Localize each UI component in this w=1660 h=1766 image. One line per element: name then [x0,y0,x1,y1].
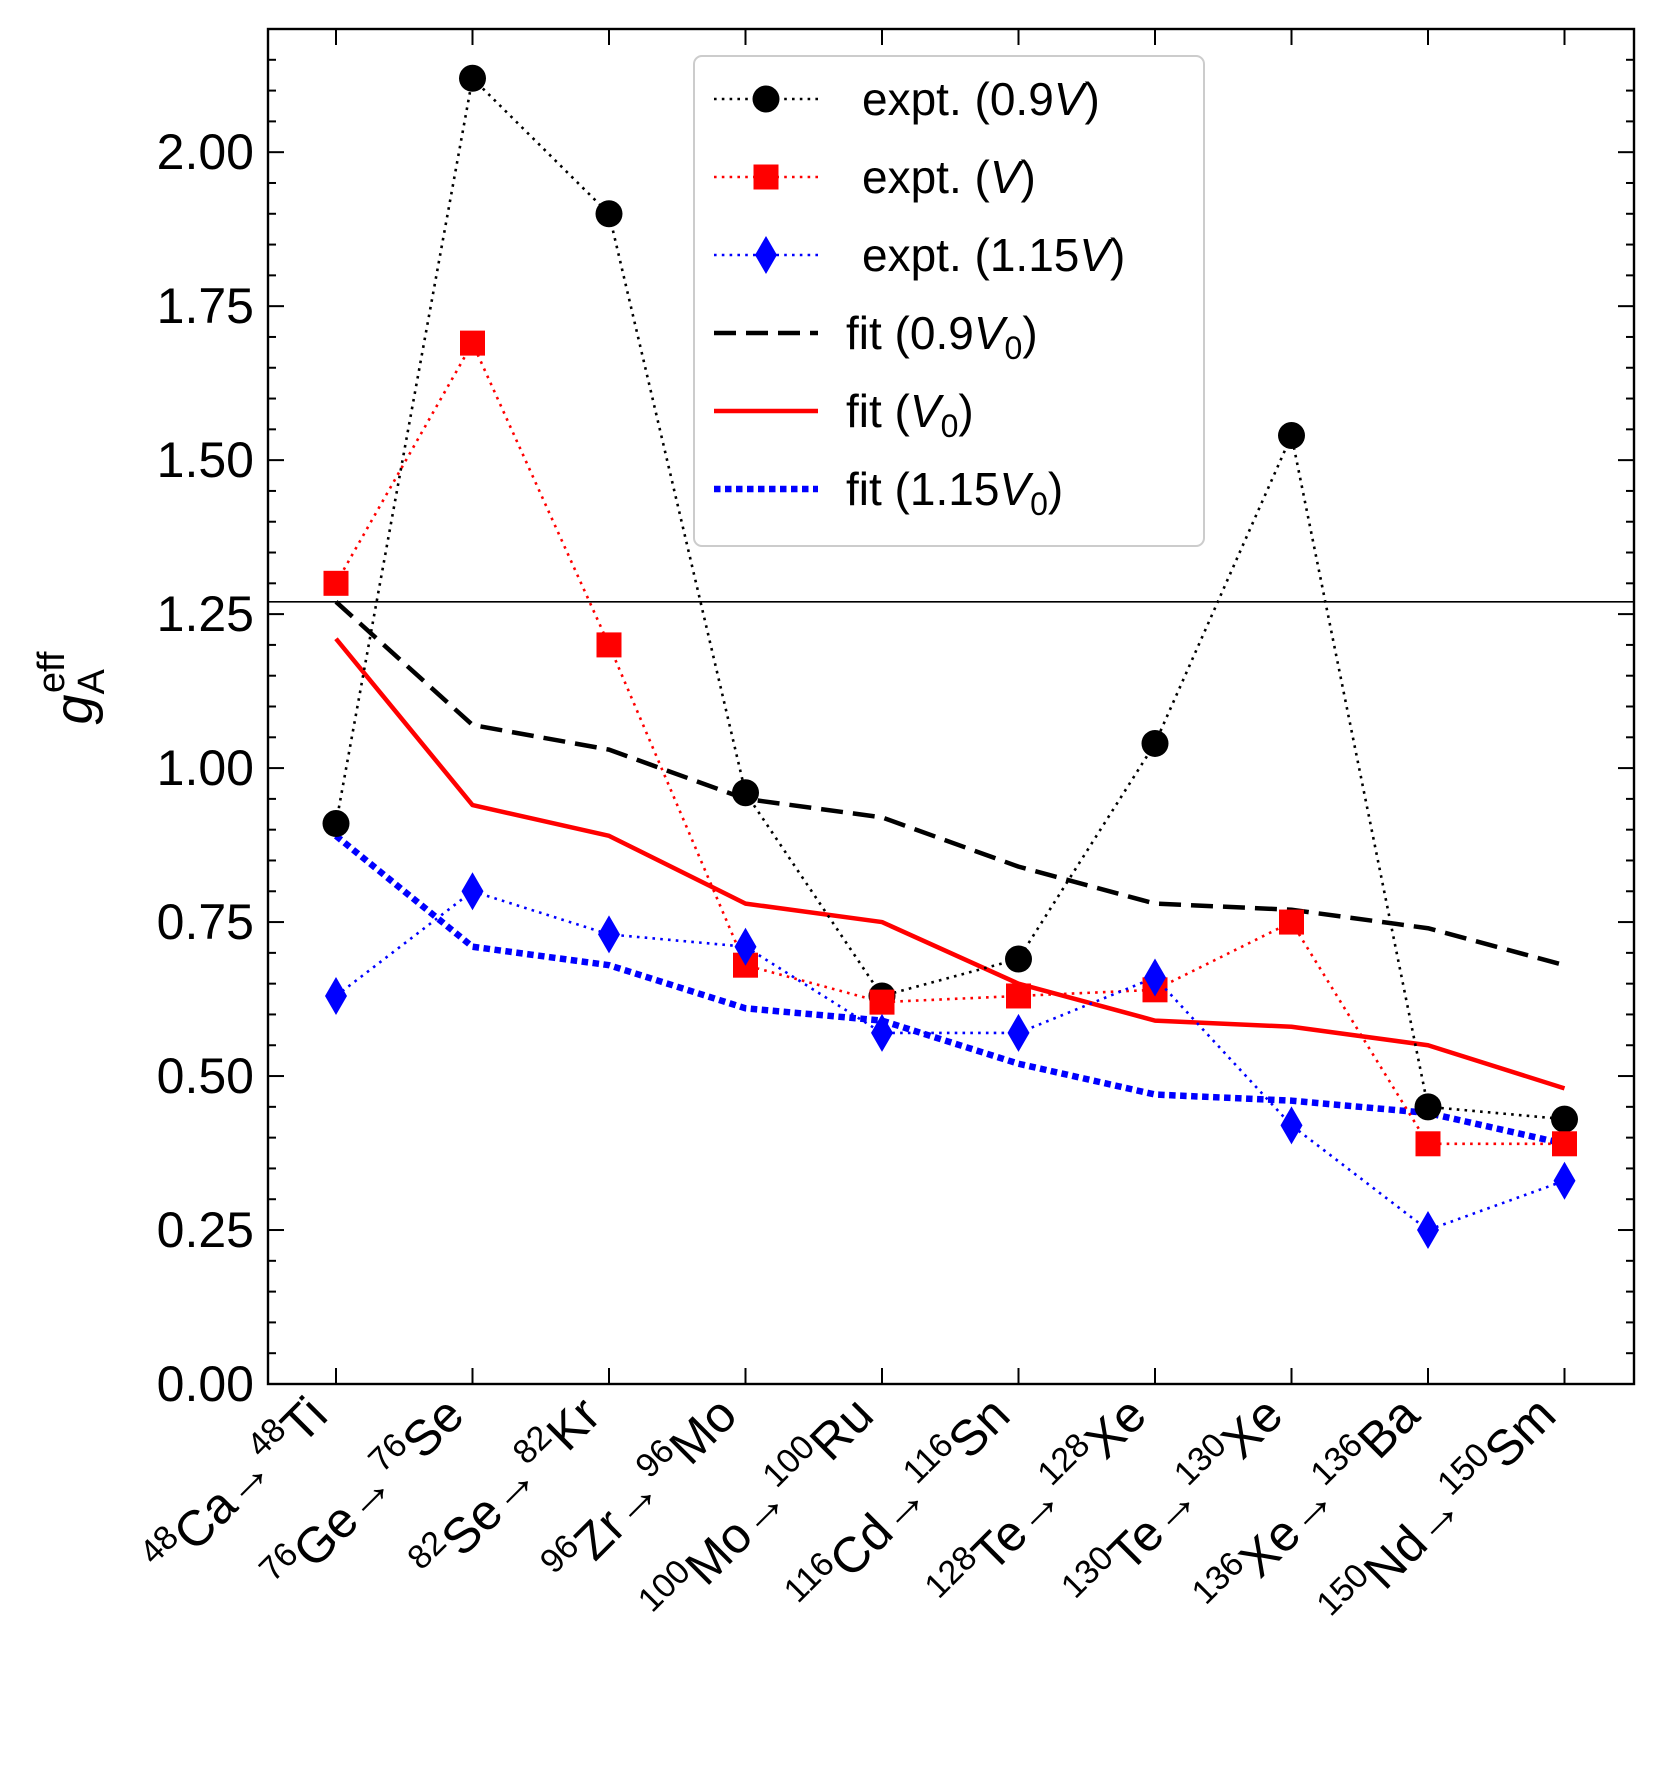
legend-item: fit (V0) [714,385,974,444]
plot-frame [266,27,1636,1386]
y-tick-label: 1.75 [157,278,254,334]
data-point [325,976,347,1015]
legend-label: fit (0.9V0) [846,307,1038,366]
series-fit-0-9v0- [334,600,1566,968]
data-point [323,570,349,596]
series-line [333,833,1566,1147]
series-expt-1-15v- [325,872,1576,1250]
data-point [732,779,759,807]
x-tick-label: 150Nd→150Sm [1309,1383,1566,1640]
data-point [1553,1161,1576,1200]
data-point [461,872,484,911]
legend-box [693,55,1205,547]
data-point [1279,909,1304,935]
legend-label: fit (V0) [846,385,974,444]
data-point [1144,958,1166,997]
y-axis-label: gAeff [31,651,113,724]
legend-item: expt. (V) [714,151,1036,203]
series-line [334,637,1566,1091]
x-tick-labels: 48Ca→48Ti76Ge→76Se82Se→82Kr96Zr→96Mo100M… [132,1383,1566,1640]
y-ticks: 0.00 0.25 0.50 0.75 1.00 1.25 1.50 1.75 2.00 [157,28,1634,1412]
data-point [1415,1131,1441,1157]
y-tick-label: 0.25 [157,1202,254,1258]
data-point [1005,945,1032,973]
legend-swatch-marker [752,85,780,113]
data-point [871,1013,893,1052]
series-expt-0-9v- [322,64,1578,1133]
legend-swatch-marker [753,164,779,190]
y-tick-label: 1.50 [157,432,254,488]
legend-label: expt. (0.9V) [862,73,1100,125]
legend: expt. (0.9V) expt. (V) expt. (1.15V) fit (0… [693,55,1205,547]
data-point [460,330,485,356]
legend-label: expt. (V) [862,151,1036,203]
y-tick-label: 1.25 [157,586,254,642]
data-point [1141,729,1169,757]
data-point [598,915,620,954]
y-tick-label: 1.00 [157,740,254,796]
data-point [1280,1106,1303,1145]
legend-item: fit (1.15V0) [714,463,1063,522]
series-line [335,889,1565,1232]
data-point [869,989,895,1015]
data-point [595,200,623,228]
data-point [1006,983,1031,1009]
legend-item: fit (0.9V0) [714,307,1038,366]
legend-item: expt. (0.9V) [714,73,1100,125]
data-point [322,810,350,838]
legend-label: fit (1.15V0) [846,463,1063,522]
x-tick-label: 100Mo→100Ru [631,1383,884,1636]
data-point [1551,1105,1578,1133]
legend-item: expt. (1.15V) [714,229,1125,281]
data-point [1007,1013,1030,1052]
legend-swatch-marker [755,236,777,274]
series-fit-v0- [334,637,1566,1091]
x-ticks [335,29,1566,1384]
data-point [734,927,757,966]
data-point [1278,422,1305,449]
legend-label: expt. (1.15V) [862,229,1125,281]
series-group [322,64,1578,1250]
y-tick-label: 0.00 [157,1356,254,1412]
y-tick-label: 0.50 [157,1048,254,1104]
series-fit-1-15v0- [333,833,1566,1147]
data-point [1414,1093,1442,1121]
data-point [1417,1211,1439,1250]
y-tick-label: 2.00 [157,124,254,180]
data-point [459,64,486,92]
series-line [334,600,1566,968]
y-tick-label: 0.75 [157,894,254,950]
data-point [596,632,622,658]
data-point [1552,1131,1577,1157]
y-axis-label-text: gAeff [31,651,113,724]
